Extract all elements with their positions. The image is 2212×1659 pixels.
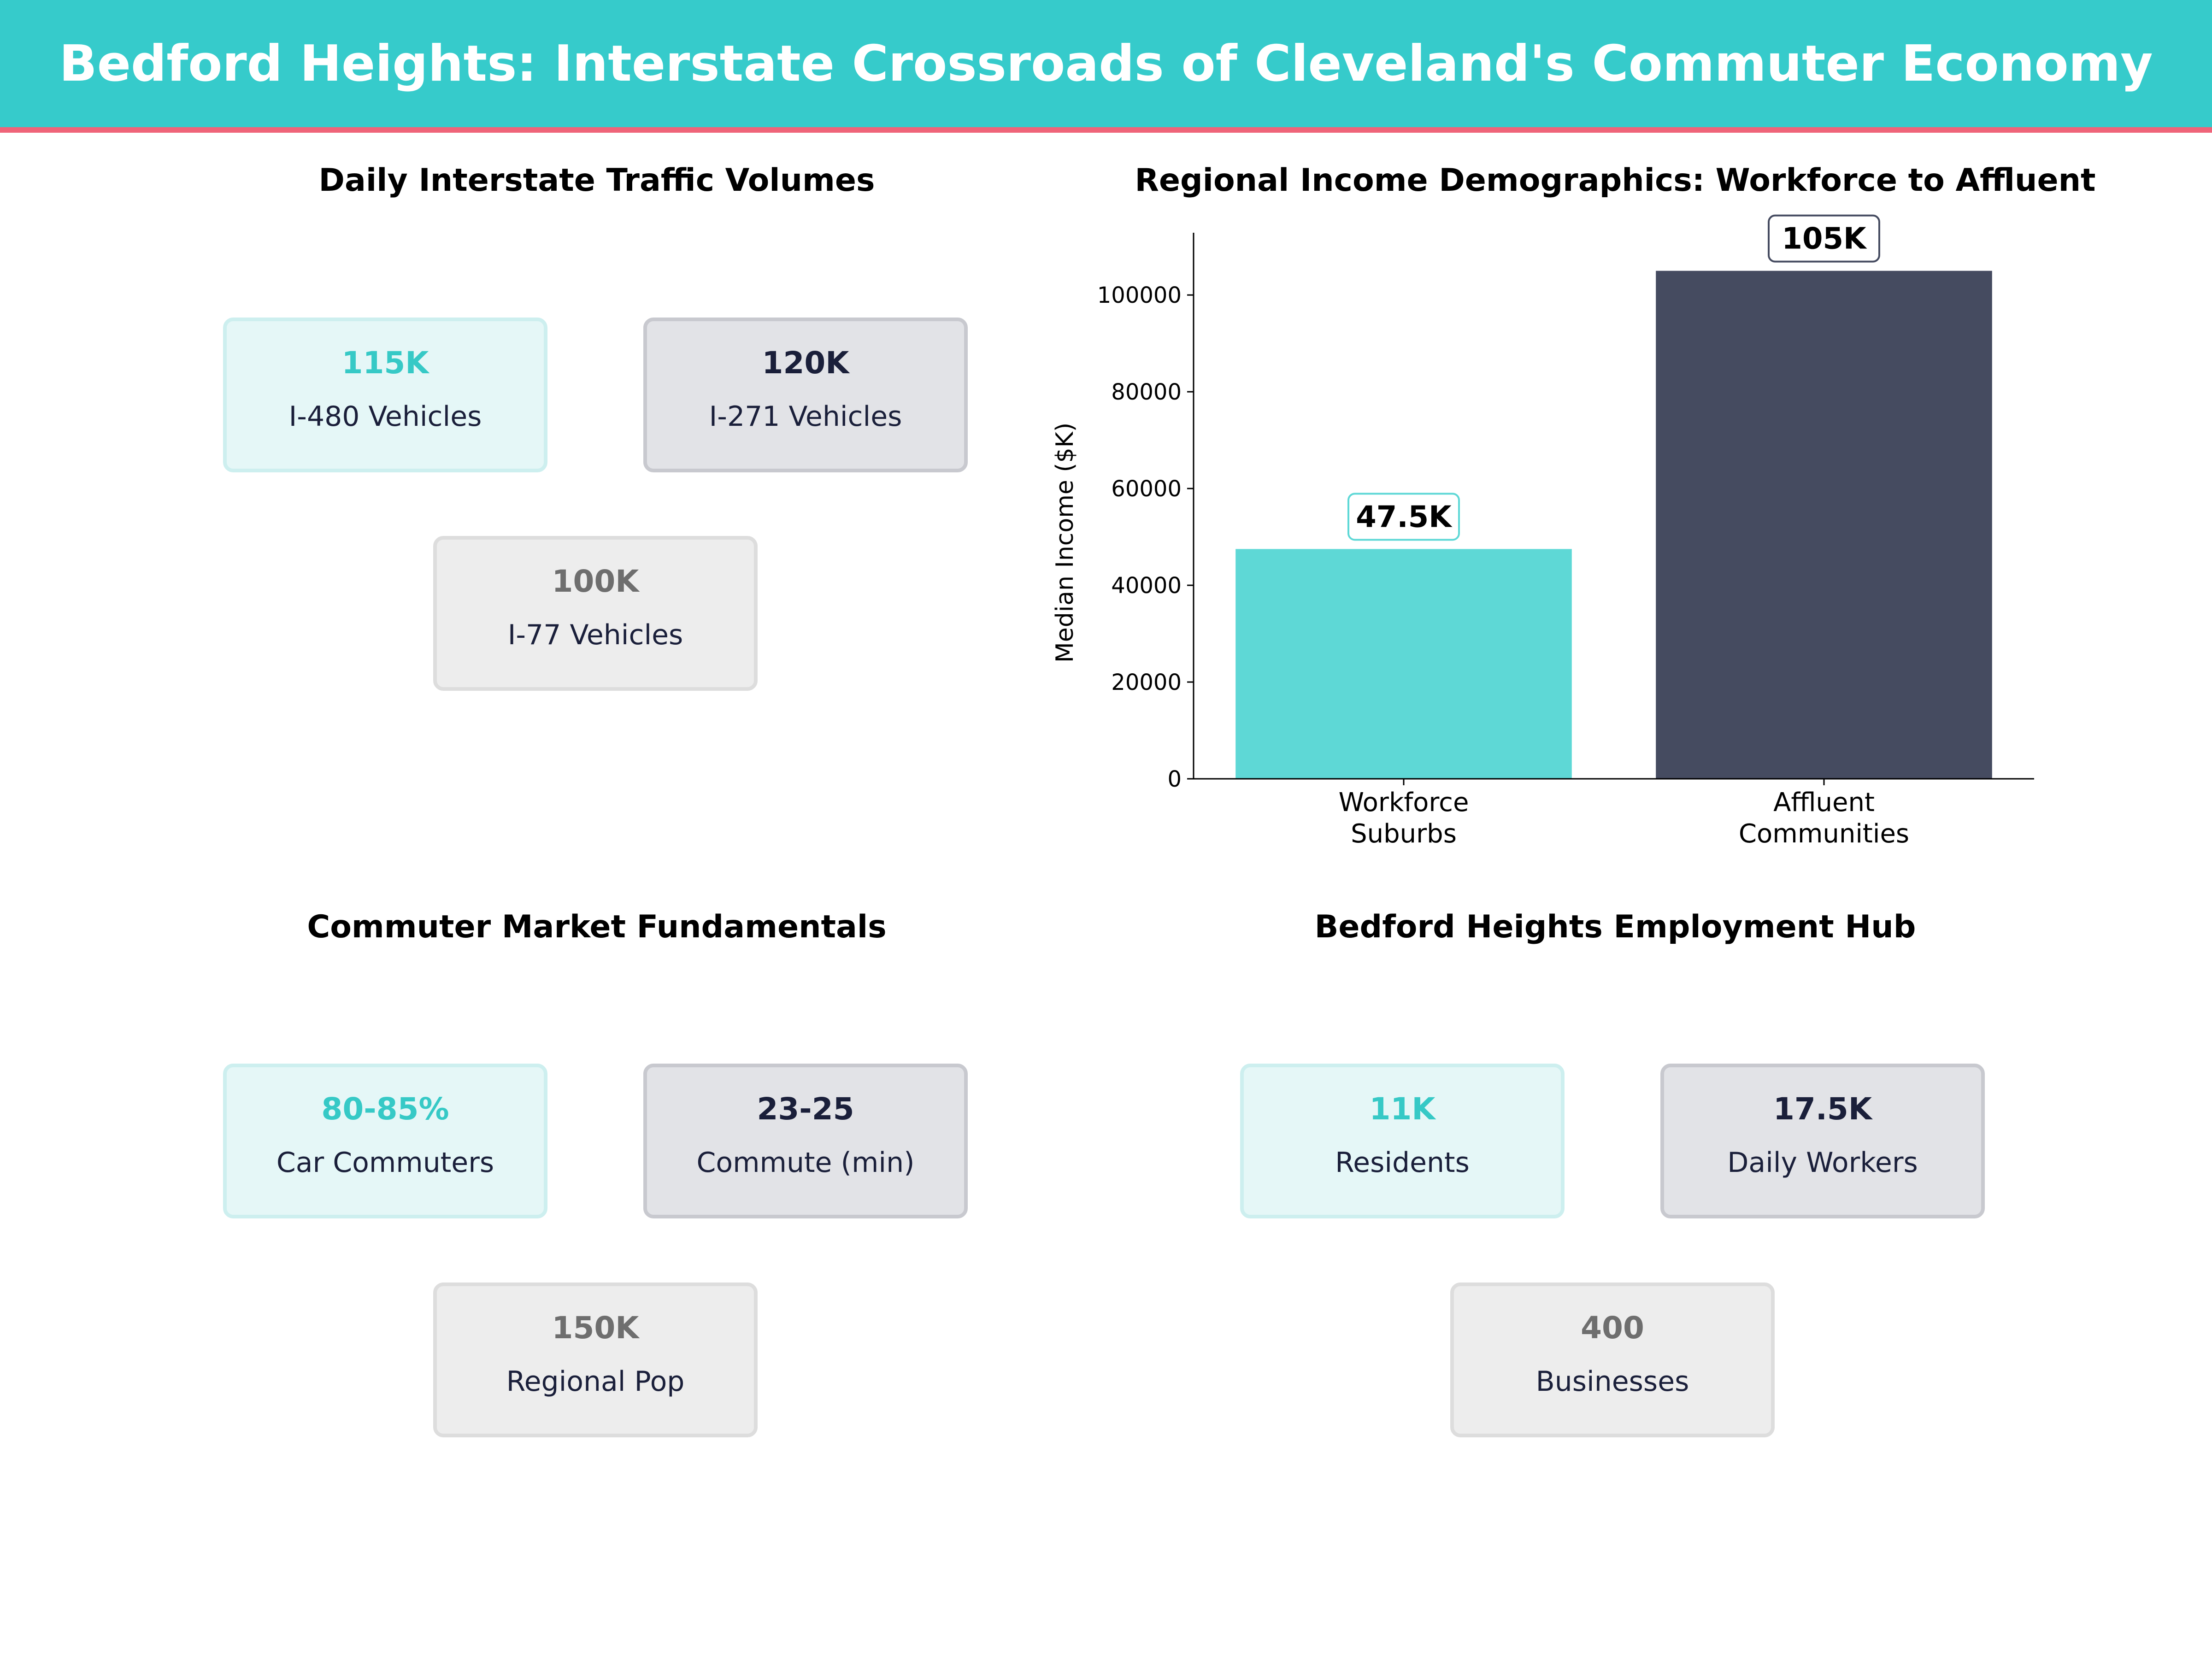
metric-card-i77: 100K I-77 Vehicles: [433, 536, 758, 691]
metric-value: 100K: [552, 564, 639, 599]
data-label: 105K: [1782, 222, 1867, 256]
bar-0: [1235, 549, 1572, 779]
metric-label: I-480 Vehicles: [288, 400, 482, 433]
bar-1: [1656, 271, 1992, 779]
metric-label: I-271 Vehicles: [709, 400, 902, 433]
metric-value: 80-85%: [321, 1091, 449, 1127]
x-tick-label: Affluent: [1773, 788, 1875, 818]
metric-label: Regional Pop: [506, 1365, 685, 1398]
y-tick-label: 20000: [1111, 670, 1182, 695]
metric-card-businesses: 400 Businesses: [1450, 1282, 1775, 1437]
data-label-box: [1347, 493, 1460, 541]
traffic-panel-title: Daily Interstate Traffic Volumes: [318, 162, 875, 199]
metric-card-i480: 115K I-480 Vehicles: [223, 318, 547, 472]
metric-label: Commute (min): [696, 1147, 915, 1179]
metric-card-car-commuters: 80-85% Car Commuters: [223, 1064, 547, 1218]
metric-label: Car Commuters: [276, 1147, 494, 1179]
y-tick-label: 40000: [1111, 573, 1182, 599]
data-label-box: [1768, 214, 1880, 263]
metric-value: 17.5K: [1773, 1091, 1872, 1127]
page-title: Bedford Heights: Interstate Crossroads o…: [59, 35, 2153, 93]
metric-label: I-77 Vehicles: [507, 619, 683, 651]
metric-card-commute-time: 23-25 Commute (min): [643, 1064, 968, 1218]
metric-card-regional-pop: 150K Regional Pop: [433, 1282, 758, 1437]
employment-panel-title: Bedford Heights Employment Hub: [1314, 909, 1916, 945]
y-tick-label: 80000: [1111, 379, 1182, 405]
y-axis-label: Median Income ($K): [1051, 423, 1079, 663]
metric-value: 115K: [341, 345, 429, 381]
metric-card-daily-workers: 17.5K Daily Workers: [1660, 1064, 1985, 1218]
x-tick-label: Workforce: [1339, 788, 1469, 818]
y-tick-label: 60000: [1111, 476, 1182, 502]
metric-card-residents: 11K Residents: [1240, 1064, 1565, 1218]
header-banner: Bedford Heights: Interstate Crossroads o…: [0, 0, 2212, 133]
y-tick-label: 0: [1167, 766, 1182, 792]
x-tick-label: Communities: [1739, 819, 1909, 849]
metric-label: Residents: [1335, 1147, 1470, 1179]
metric-value: 120K: [762, 345, 849, 381]
metric-value: 11K: [1369, 1091, 1435, 1127]
metric-card-i271: 120K I-271 Vehicles: [643, 318, 968, 472]
x-tick-label: Suburbs: [1351, 819, 1457, 849]
metric-label: Daily Workers: [1727, 1147, 1918, 1179]
metric-value: 400: [1581, 1310, 1644, 1346]
y-tick-label: 100000: [1097, 282, 1182, 308]
metric-label: Businesses: [1535, 1365, 1689, 1398]
metric-value: 23-25: [757, 1091, 854, 1127]
metric-value: 150K: [552, 1310, 639, 1346]
commuter-panel-title: Commuter Market Fundamentals: [307, 909, 887, 945]
data-label: 47.5K: [1356, 500, 1453, 534]
income-chart-title: Regional Income Demographics: Workforce …: [1135, 162, 2096, 199]
